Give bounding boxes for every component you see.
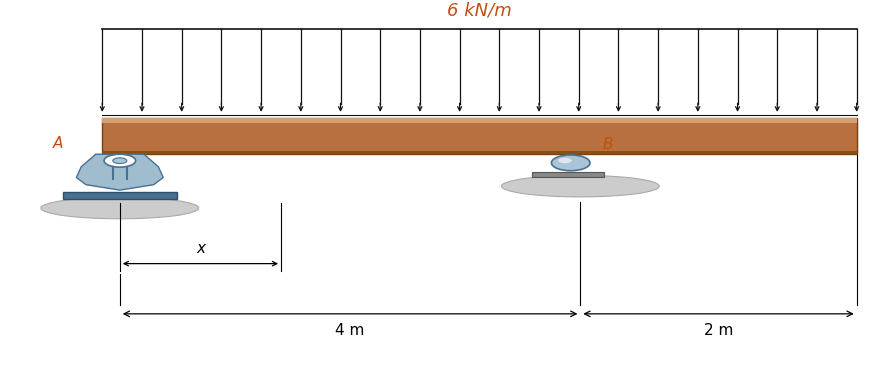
Polygon shape (102, 118, 857, 154)
Polygon shape (102, 151, 857, 154)
Text: 6 kN/m: 6 kN/m (447, 2, 512, 20)
Polygon shape (532, 172, 605, 177)
Ellipse shape (40, 197, 199, 219)
Circle shape (113, 158, 127, 164)
Polygon shape (102, 118, 857, 123)
Text: A: A (53, 136, 62, 151)
Text: x: x (196, 242, 205, 256)
Polygon shape (62, 192, 177, 199)
Circle shape (104, 154, 136, 167)
Circle shape (552, 155, 590, 171)
Text: B: B (602, 138, 612, 152)
Circle shape (558, 158, 572, 163)
Text: 4 m: 4 m (335, 323, 365, 338)
Ellipse shape (502, 175, 659, 197)
Text: 2 m: 2 m (704, 323, 733, 338)
Polygon shape (77, 154, 163, 190)
